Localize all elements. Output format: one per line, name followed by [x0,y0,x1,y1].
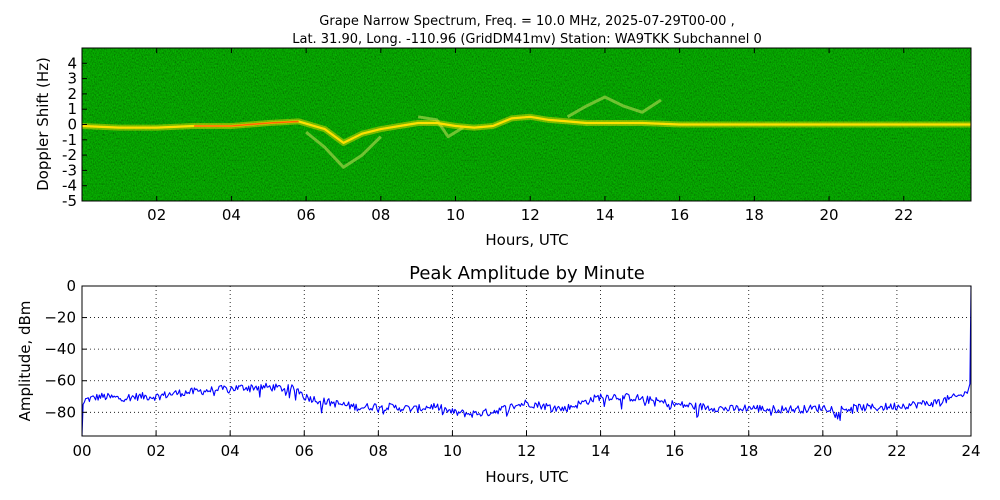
spectrogram-secondary-trace-1 [566,95,662,119]
amplitude-x-tick-label: 12 [517,442,536,460]
amplitude-x-tick-label: 16 [665,442,684,460]
amplitude-x-tick-label: 20 [813,442,832,460]
spectrogram-y-tick-label: 2 [67,85,77,103]
spectrogram-y-tick-label: -2 [62,146,77,164]
amplitude-x-tick-label: 06 [295,442,314,460]
figure-title-line-2: Lat. 31.90, Long. -110.96 (GridDM41mv) S… [292,32,762,47]
spectrogram-peak-trace [194,120,299,127]
amplitude-x-axis-label: Hours, UTC [485,468,568,486]
amplitude-x-tick-label: 10 [443,442,462,460]
spectrogram-x-tick-label: 20 [820,206,839,224]
spectrogram-x-axis-label: Hours, UTC [485,231,568,249]
amplitude-plot-background [82,286,971,436]
amplitude-x-tick-label: 04 [221,442,240,460]
amplitude-x-tick-label: 02 [147,442,166,460]
spectrogram-x-tick-label: 06 [297,206,316,224]
amplitude-y-tick-label: −60 [44,372,76,390]
spectrogram-x-tick-label: 04 [222,206,241,224]
spectrogram-x-tick-label: 22 [894,206,913,224]
spectrogram-y-tick-label: 3 [67,70,77,88]
spectrogram-y-tick-label: 1 [67,100,77,118]
spectrogram-y-axis-label: Doppler Shift (Hz) [34,57,52,191]
amplitude-grid [82,286,971,436]
spectrogram-x-ticks: 02 04 06 08 10 12 14 16 18 20 22 [147,48,913,224]
amplitude-x-tick-label: 18 [739,442,758,460]
spectrogram-traces [82,95,971,169]
amplitude-x-tick-label: 24 [961,442,980,460]
spectrogram-x-tick-label: 08 [371,206,390,224]
amplitude-x-tick-label: 22 [887,442,906,460]
amplitude-series-line [81,285,972,437]
spectrogram-y-tick-label: -3 [62,161,77,179]
spectrogram-x-tick-label: 14 [595,206,614,224]
spectrogram-x-tick-label: 18 [745,206,764,224]
spectrogram-y-tick-label: 0 [67,116,77,134]
spectrogram-secondary-trace-2 [417,115,464,139]
amplitude-y-tick-label: −80 [44,403,76,421]
spectrogram-y-tick-label: -1 [62,131,77,149]
amplitude-y-tick-label: 0 [66,277,76,295]
amplitude-y-tick-label: −20 [44,309,76,327]
figure-title-line-1: Grape Narrow Spectrum, Freq. = 10.0 MHz,… [319,14,734,29]
amplitude-x-tick-label: 00 [72,442,91,460]
spectrogram-y-tick-label: -5 [62,192,77,210]
amplitude-y-ticks: 0 −20 −40 −60 −80 [44,277,87,421]
spectrogram-y-tick-label: 4 [67,54,77,72]
spectrogram-x-tick-label: 16 [670,206,689,224]
spectrogram-x-tick-label: 12 [521,206,540,224]
amplitude-y-axis-label: Amplitude, dBm [16,301,34,422]
spectrogram-y-tick-label: -4 [62,177,77,195]
amplitude-panel: Peak Amplitude by Minute 00 02 04 06 08 10 12 1… [16,263,981,486]
amplitude-y-tick-label: −40 [44,340,76,358]
amplitude-x-ticks: 00 02 04 06 08 10 12 14 16 18 20 22 24 [72,431,981,460]
amplitude-chart-title: Peak Amplitude by Minute [409,263,645,284]
amplitude-series [81,285,972,437]
amplitude-x-tick-label: 14 [591,442,610,460]
spectrogram-x-tick-label: 10 [446,206,465,224]
spectrogram-x-tick-label: 02 [147,206,166,224]
amplitude-x-tick-label: 08 [369,442,388,460]
spectrogram-secondary-trace-0 [305,130,382,169]
